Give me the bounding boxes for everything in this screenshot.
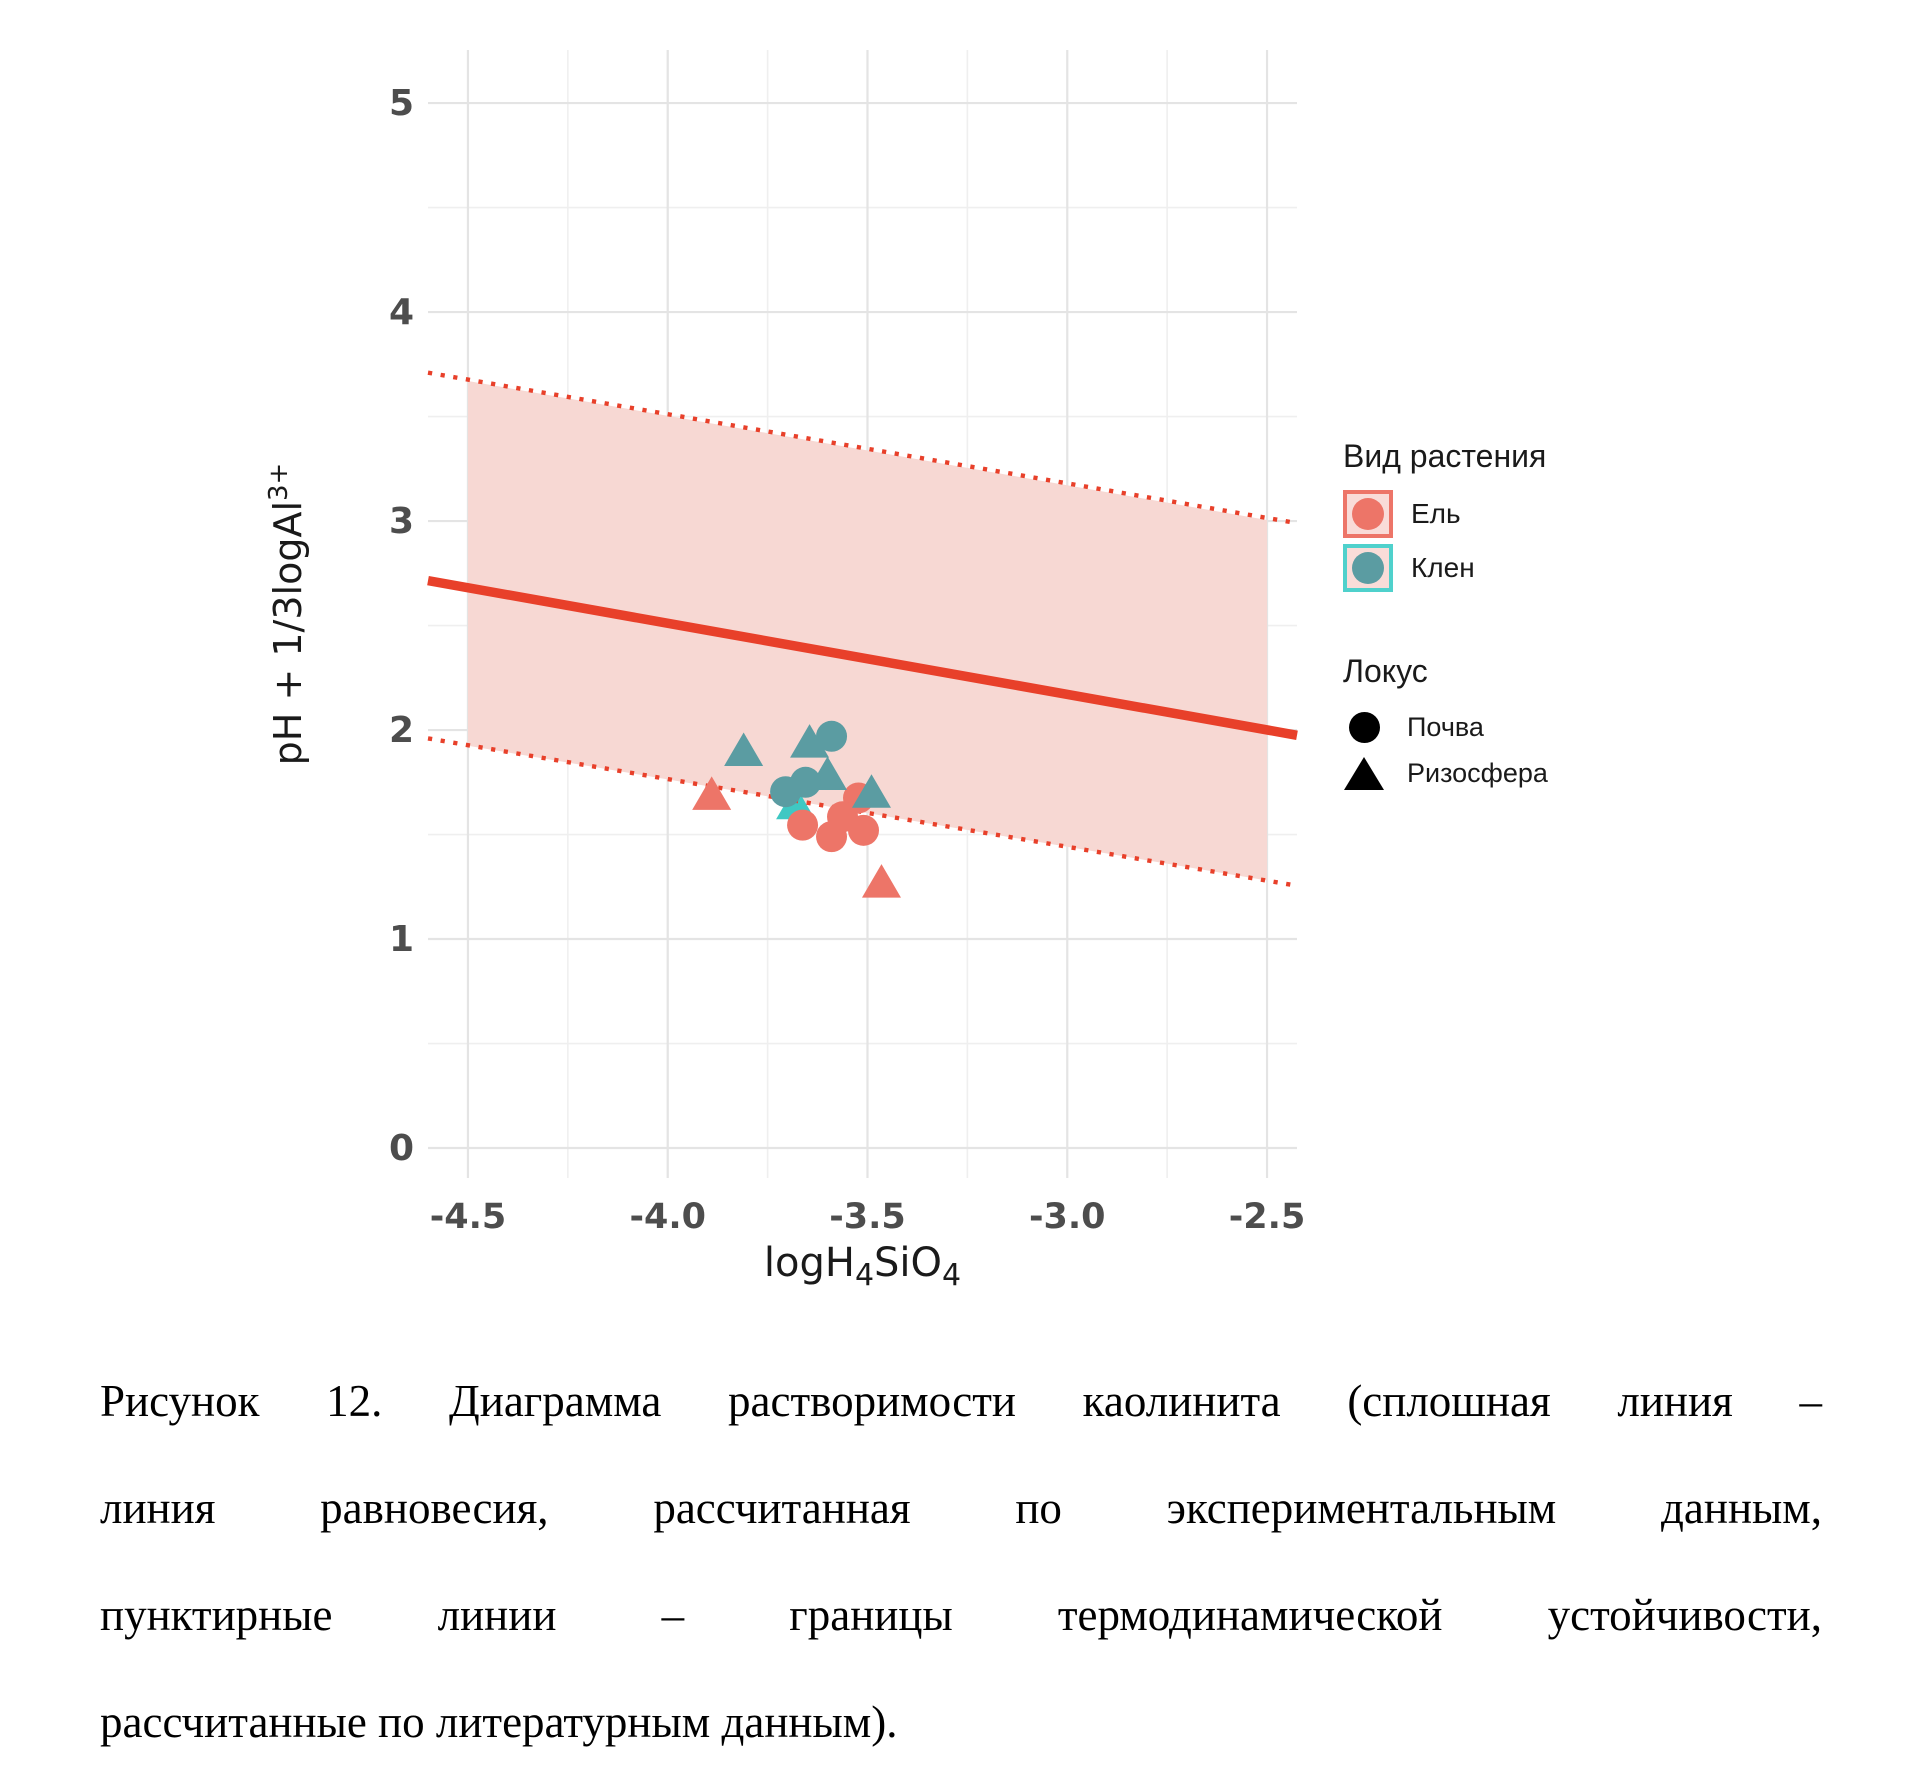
y-tick-label: 5 — [389, 83, 414, 124]
rhizosphere-symbol-cell — [1343, 756, 1385, 790]
point-maple-rhizosphere — [851, 774, 891, 808]
circle-marker-icon — [1348, 711, 1380, 743]
maple-point-icon — [1352, 552, 1384, 584]
caption-line-4: рассчитанные по литературным данным). — [100, 1697, 898, 1747]
x-tick-label: -3.5 — [829, 1197, 906, 1237]
point-maple-rhizosphere — [790, 724, 830, 758]
caption-line-3: пунктирные линии – границы термодинамиче… — [100, 1590, 1822, 1640]
x-axis-title: logH4SiO4 — [764, 1240, 961, 1293]
chart-legend: Вид растения Ель Клен Локус Почва — [1343, 438, 1683, 796]
legend-item-maple: Клен — [1343, 543, 1683, 593]
x-tick-label: -4.5 — [430, 1197, 507, 1237]
point-spruce-soil — [787, 809, 819, 841]
equilibrium-line — [427, 575, 1298, 740]
legend-item-spruce: Ель — [1343, 489, 1683, 539]
point-maple-soil — [816, 720, 848, 752]
chart-svg: -4.5 -4.0 -3.5 -3.0 -2.5 0 1 2 3 4 5 logH4SiO4 pH + … — [264, 50, 1306, 1293]
soil-symbol-cell — [1343, 711, 1385, 743]
rhizosphere-label: Ризосфера — [1407, 757, 1548, 788]
legend-locus-title: Локус — [1343, 653, 1428, 689]
point-spruce-rhizosphere — [692, 776, 732, 810]
x-tick-label: -4.0 — [629, 1197, 706, 1237]
legend-species-title: Вид растения — [1343, 438, 1547, 474]
legend-item-rhizosphere: Ризосфера — [1343, 750, 1683, 796]
y-tick-label: 2 — [389, 710, 414, 751]
triangle-marker-icon — [1344, 756, 1384, 790]
spruce-label: Ель — [1411, 498, 1461, 529]
caption-line-1: Рисунок 12. Диаграмма растворимости каол… — [100, 1376, 1822, 1426]
spruce-key-swatch — [1343, 490, 1393, 538]
figure-caption: Рисунок 12. Диаграмма растворимости каол… — [100, 1348, 1822, 1776]
point-spruce-soil — [827, 801, 859, 833]
kaolinite-solubility-figure: -4.5 -4.0 -3.5 -3.0 -2.5 0 1 2 3 4 5 logH4SiO4 pH + … — [264, 50, 1683, 1293]
page: { "chart_data": { "type": "scatter", "ti… — [100, 50, 1822, 1747]
soil-label: Почва — [1407, 711, 1484, 742]
y-axis-title: pH + 1/3logAl3+ — [264, 463, 310, 766]
point-spruce-rhizosphere — [861, 864, 901, 898]
stability-band — [467, 381, 1268, 881]
x-tick-label: -2.5 — [1229, 1197, 1306, 1237]
spruce-point-icon — [1352, 498, 1384, 530]
legend-spacer — [1343, 597, 1683, 653]
caption-line-2: линия равновесия, рассчитанная по экспер… — [100, 1483, 1822, 1533]
maple-key-swatch — [1343, 544, 1393, 592]
point-maple-soil — [770, 776, 802, 808]
y-tick-label: 1 — [389, 919, 414, 960]
y-tick-label: 0 — [389, 1128, 414, 1169]
x-tick-label: -3.0 — [1029, 1197, 1106, 1237]
legend-item-soil: Почва — [1343, 704, 1683, 750]
maple-label: Клен — [1411, 552, 1475, 583]
y-tick-label: 3 — [389, 501, 414, 542]
point-maple-rhizosphere — [724, 732, 764, 766]
y-tick-label: 4 — [389, 292, 414, 333]
